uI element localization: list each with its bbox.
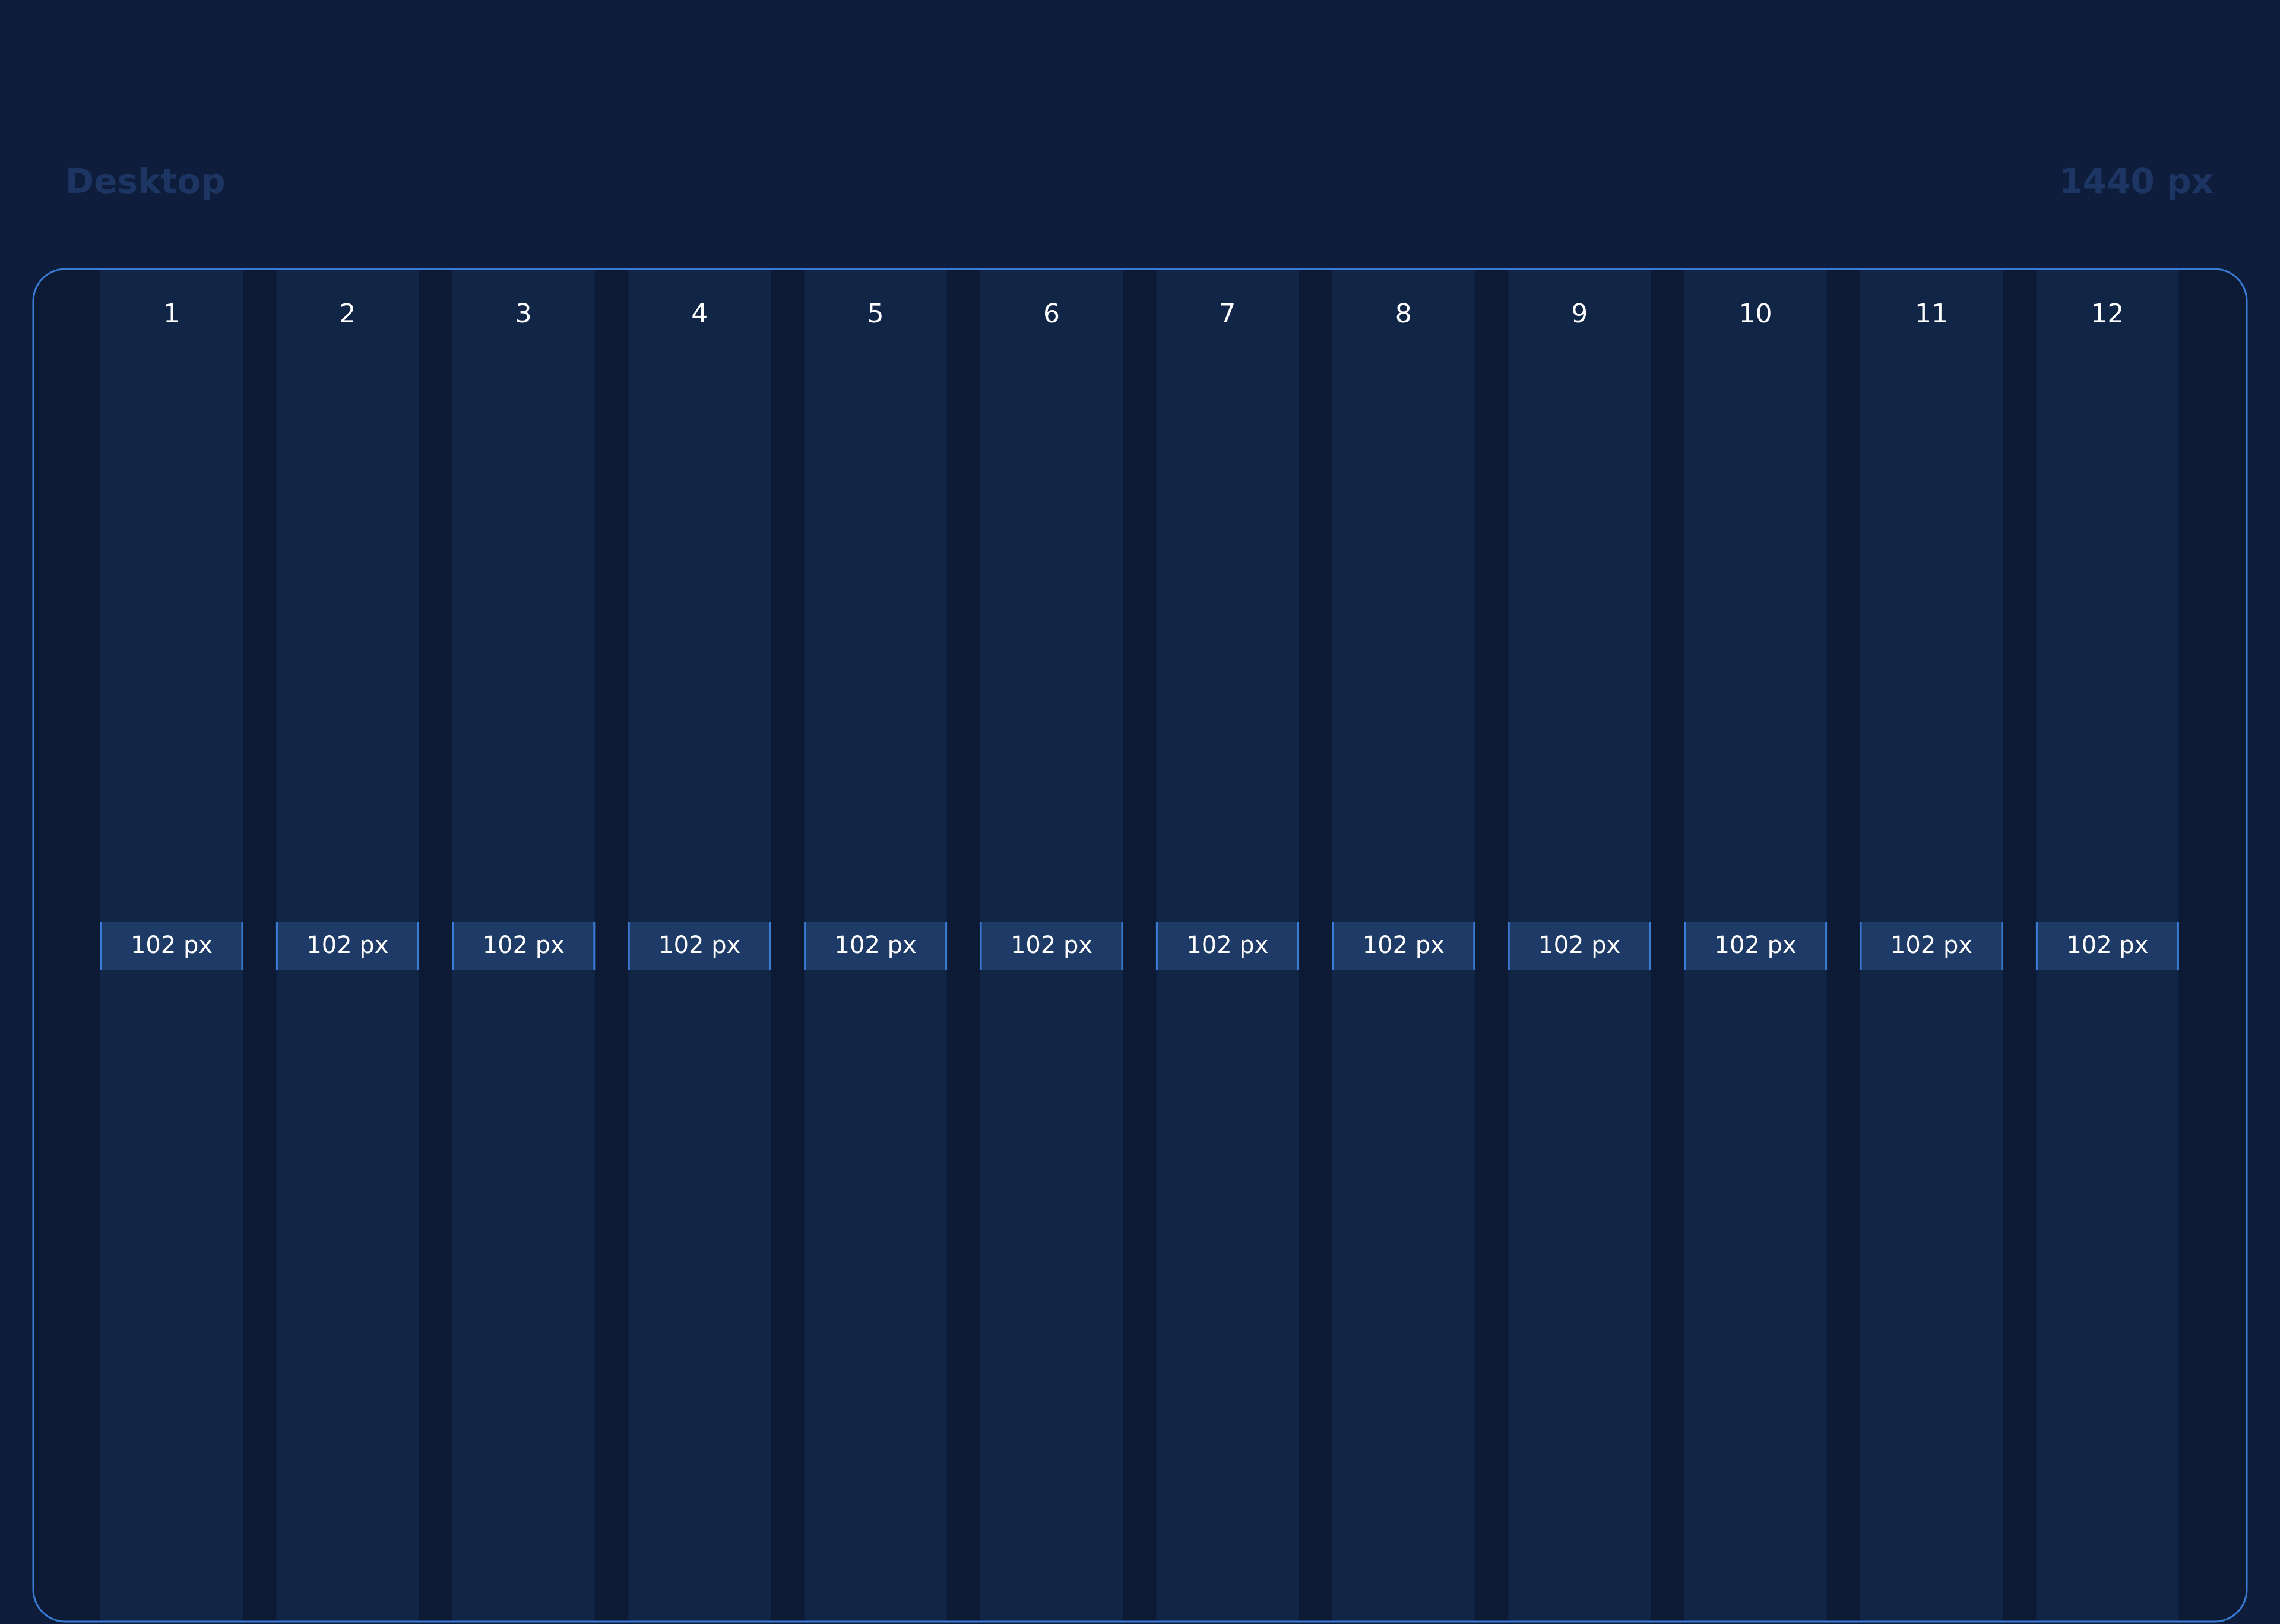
- column-width: 102 px: [306, 932, 388, 959]
- column-number: 10: [1739, 299, 1772, 329]
- width-badge: [1332, 922, 1475, 970]
- width-badge: [2036, 922, 2179, 970]
- column-width: 102 px: [1715, 932, 1797, 959]
- column-number: 4: [691, 299, 708, 329]
- breakpoint-width: 1440 px: [2059, 161, 2214, 201]
- width-badge: [452, 922, 595, 970]
- breakpoint-title: Desktop: [65, 161, 226, 201]
- column-width: 102 px: [1186, 932, 1268, 959]
- width-badge: [804, 922, 947, 970]
- column-number: 9: [1571, 299, 1588, 329]
- columns: 1 102 px 2 102 px 3 102 px 4 102 px 5 102 px 6 102 …: [100, 269, 2179, 1622]
- column-number: 12: [2091, 299, 2124, 329]
- width-badge: [980, 922, 1123, 970]
- column-number: 11: [1915, 299, 1948, 329]
- column-number: 7: [1219, 299, 1236, 329]
- width-badge: [1508, 922, 1651, 970]
- width-badge: [628, 922, 771, 970]
- column-width: 102 px: [2066, 932, 2148, 959]
- column-number: 3: [515, 299, 532, 329]
- column-width: 102 px: [1363, 932, 1445, 959]
- width-badge: [100, 922, 243, 970]
- column-number: 1: [163, 299, 180, 329]
- column-number: 8: [1395, 299, 1412, 329]
- column-width: 102 px: [483, 932, 565, 959]
- width-badge: [1684, 922, 1827, 970]
- column-number: 2: [339, 299, 356, 329]
- column-number: 6: [1043, 299, 1060, 329]
- grid-frame: [32, 268, 2248, 1623]
- column-width: 102 px: [1890, 932, 1972, 959]
- column-width: 102 px: [131, 932, 213, 959]
- column-width: 102 px: [658, 932, 740, 959]
- width-badge: [1156, 922, 1299, 970]
- column-number: 5: [867, 299, 884, 329]
- column-width: 102 px: [835, 932, 917, 959]
- column-width: 102 px: [1011, 932, 1092, 959]
- width-badge: [276, 922, 419, 970]
- column-width: 102 px: [1538, 932, 1620, 959]
- width-badge: [1860, 922, 2003, 970]
